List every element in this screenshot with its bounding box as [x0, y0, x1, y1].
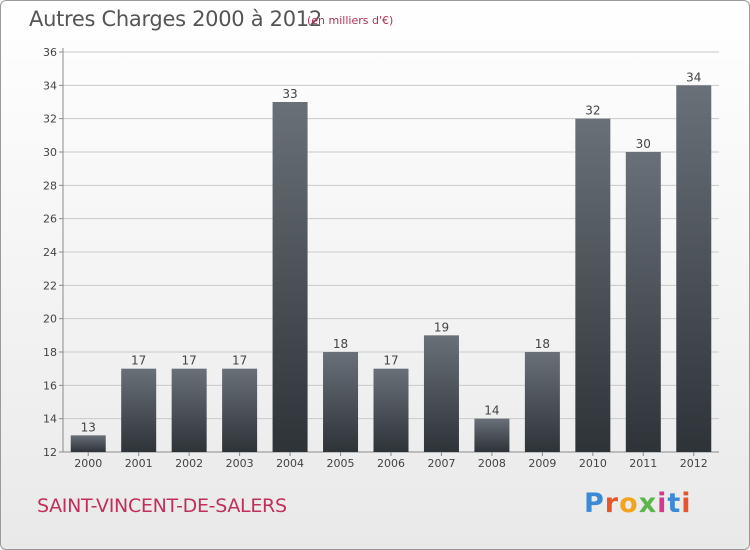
y-tick-label: 18	[43, 346, 57, 359]
logo-letter: t	[667, 488, 682, 519]
logo-letter: P	[584, 488, 605, 519]
bar-value-label: 18	[333, 337, 348, 351]
bar	[171, 368, 207, 452]
bar-value-label: 34	[686, 70, 701, 84]
bar	[524, 352, 560, 452]
y-tick-label: 22	[43, 279, 57, 292]
y-tick-label: 32	[43, 113, 57, 126]
chart-title: Autres Charges 2000 à 2012	[29, 7, 322, 31]
x-tick-label: 2010	[579, 457, 607, 470]
y-tick-label: 14	[43, 413, 57, 426]
bar-value-label: 17	[383, 354, 398, 368]
x-tick-label: 2001	[125, 457, 153, 470]
city-name: SAINT-VINCENT-DE-SALERS	[37, 495, 287, 517]
x-tick-label: 2003	[226, 457, 254, 470]
bar-value-label: 17	[232, 354, 247, 368]
x-tick-label: 2011	[629, 457, 657, 470]
bar-value-label: 17	[182, 354, 197, 368]
bar	[272, 102, 308, 452]
bar	[625, 152, 661, 452]
y-tick-label: 26	[43, 213, 57, 226]
y-tick-label: 30	[43, 146, 57, 159]
y-tick-label: 12	[43, 446, 57, 459]
bar	[676, 85, 712, 452]
bar-value-label: 14	[484, 404, 499, 418]
x-tick-label: 2007	[427, 457, 455, 470]
bar-value-label: 17	[131, 354, 146, 368]
logo-letter: i	[657, 488, 668, 519]
bar	[474, 418, 510, 452]
logo-letter: i	[681, 488, 692, 519]
bar	[70, 435, 106, 452]
bar	[373, 368, 409, 452]
x-tick-label: 2009	[528, 457, 556, 470]
bar-value-label: 30	[636, 137, 651, 151]
proxiti-logo: Proxiti	[584, 488, 692, 519]
bar-value-label: 18	[535, 337, 550, 351]
x-tick-label: 2006	[377, 457, 405, 470]
chart-subtitle: (en milliers d'€)	[307, 14, 394, 27]
x-tick-label: 2002	[175, 457, 203, 470]
bar	[222, 368, 258, 452]
bar-value-label: 13	[81, 420, 96, 434]
bar	[575, 118, 611, 453]
y-tick-label: 24	[43, 246, 57, 259]
logo-letter: x	[638, 488, 658, 519]
logo-letter: r	[604, 488, 620, 519]
y-tick-label: 20	[43, 313, 57, 326]
bar	[323, 352, 359, 452]
y-tick-label: 36	[43, 46, 57, 59]
y-tick-label: 34	[43, 79, 57, 92]
bar-value-label: 33	[282, 87, 297, 101]
bar-value-label: 19	[434, 320, 449, 334]
bar	[121, 368, 157, 452]
x-tick-label: 2008	[478, 457, 506, 470]
logo-letter: o	[619, 488, 639, 519]
x-tick-label: 2012	[680, 457, 708, 470]
bar-value-label: 32	[585, 104, 600, 118]
bar	[423, 335, 459, 452]
x-tick-label: 2004	[276, 457, 304, 470]
y-tick-label: 28	[43, 179, 57, 192]
x-tick-label: 2005	[327, 457, 355, 470]
y-tick-label: 16	[43, 379, 57, 392]
x-tick-label: 2000	[74, 457, 102, 470]
